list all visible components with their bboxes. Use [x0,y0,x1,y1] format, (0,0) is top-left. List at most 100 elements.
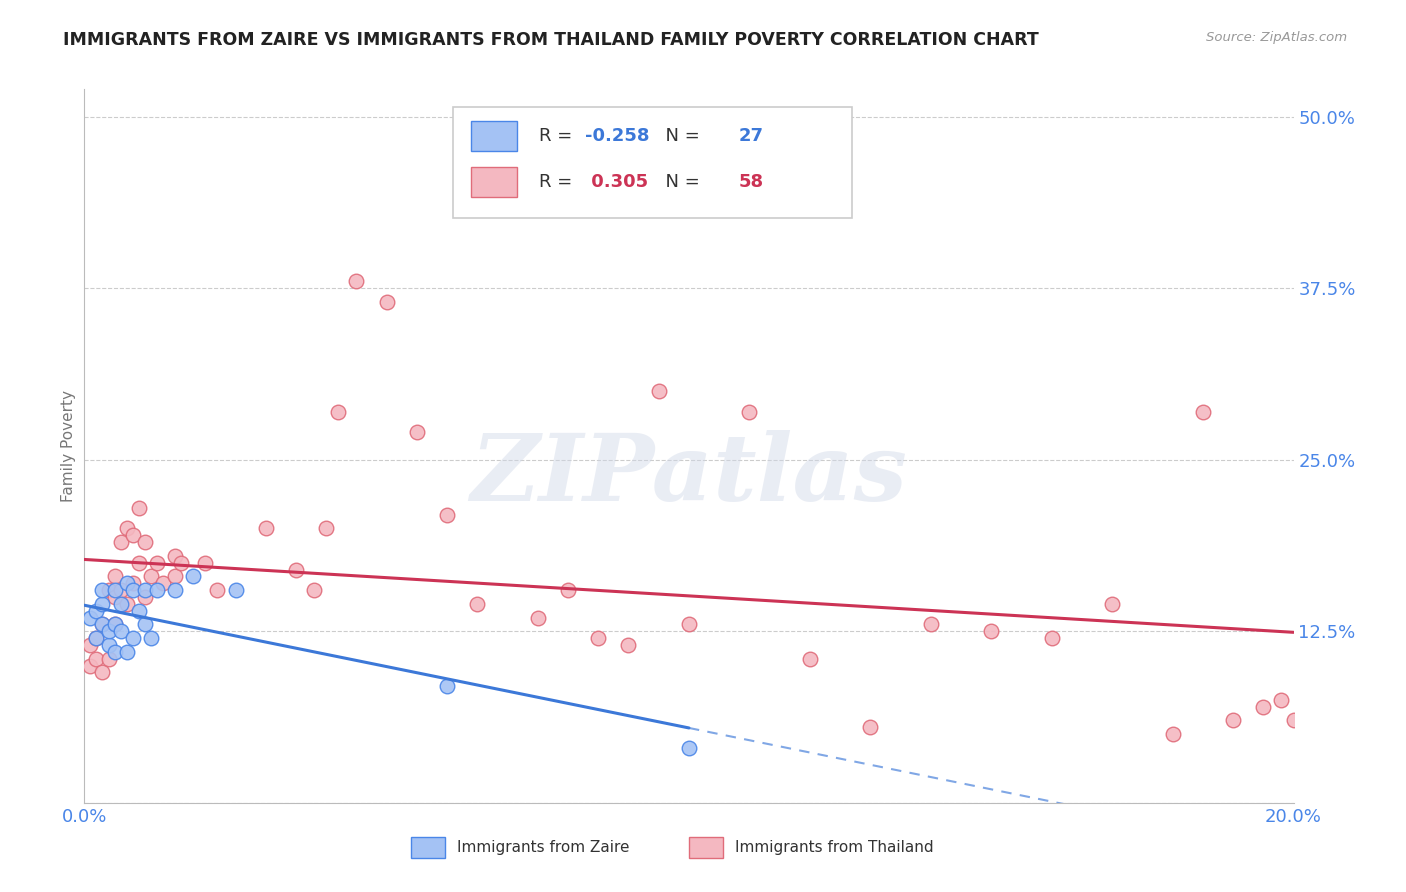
Text: R =: R = [538,127,578,145]
Point [436,679,458,693]
Point [104,617,127,632]
Text: R =: R = [538,173,578,191]
Point [91,597,114,611]
Point [1222,714,1244,728]
Point [86,631,108,645]
Text: 0.305: 0.305 [585,173,648,191]
Point [617,638,640,652]
Point [254,521,277,535]
Point [110,535,132,549]
Point [1192,405,1215,419]
Point [134,617,156,632]
Point [128,556,150,570]
Y-axis label: Family Poverty: Family Poverty [60,390,76,502]
Point [302,583,325,598]
Point [134,535,156,549]
Point [146,556,169,570]
Point [121,631,143,645]
Point [285,562,308,576]
Point [121,583,143,598]
Point [194,556,217,570]
Point [86,604,108,618]
Text: N =: N = [654,127,706,145]
Text: Immigrants from Thailand: Immigrants from Thailand [735,840,934,855]
Bar [689,837,723,858]
Bar [471,120,517,151]
Point [97,651,120,665]
Point [170,556,193,570]
Point [1040,631,1063,645]
FancyBboxPatch shape [453,107,852,218]
Text: N =: N = [654,173,706,191]
Point [588,631,610,645]
Point [315,521,337,535]
Point [121,528,143,542]
Text: Source: ZipAtlas.com: Source: ZipAtlas.com [1206,31,1347,45]
Point [91,617,114,632]
Point [79,610,101,624]
Point [436,508,458,522]
Text: 58: 58 [738,173,763,191]
Point [225,583,247,598]
Point [97,624,120,639]
Point [146,583,169,598]
Point [207,583,229,598]
Point [346,274,368,288]
Point [165,583,187,598]
Point [104,617,127,632]
Point [181,569,204,583]
Point [86,651,108,665]
Point [128,604,150,618]
Point [1270,693,1292,707]
Point [406,425,429,440]
Point [110,624,132,639]
Text: -0.258: -0.258 [585,127,650,145]
Point [104,645,127,659]
Point [678,617,700,632]
Point [527,610,550,624]
Text: IMMIGRANTS FROM ZAIRE VS IMMIGRANTS FROM THAILAND FAMILY POVERTY CORRELATION CHA: IMMIGRANTS FROM ZAIRE VS IMMIGRANTS FROM… [63,31,1039,49]
Point [115,576,138,591]
Point [79,638,101,652]
Point [165,569,187,583]
Point [799,651,821,665]
Point [134,583,156,598]
Point [91,665,114,680]
Point [110,583,132,598]
Point [165,549,187,563]
Point [859,720,882,734]
Point [79,658,101,673]
Point [980,624,1002,639]
Point [1101,597,1123,611]
Point [467,597,489,611]
Point [91,617,114,632]
Point [139,569,162,583]
Point [328,405,350,419]
Point [375,294,398,309]
Point [1161,727,1184,741]
Point [648,384,671,398]
Point [128,500,150,515]
Bar [411,837,444,858]
Text: ZIPatlas: ZIPatlas [471,430,907,519]
Point [115,645,138,659]
Point [557,583,579,598]
Point [1253,699,1275,714]
Point [738,405,761,419]
Point [115,521,138,535]
Point [91,583,114,598]
Point [134,590,156,604]
Point [121,576,143,591]
Point [97,638,120,652]
Point [104,583,127,598]
Point [920,617,942,632]
Point [678,740,700,755]
Point [86,631,108,645]
Text: 27: 27 [738,127,763,145]
Point [1282,714,1305,728]
Point [97,583,120,598]
Point [139,631,162,645]
Point [152,576,174,591]
Point [110,597,132,611]
Point [115,597,138,611]
